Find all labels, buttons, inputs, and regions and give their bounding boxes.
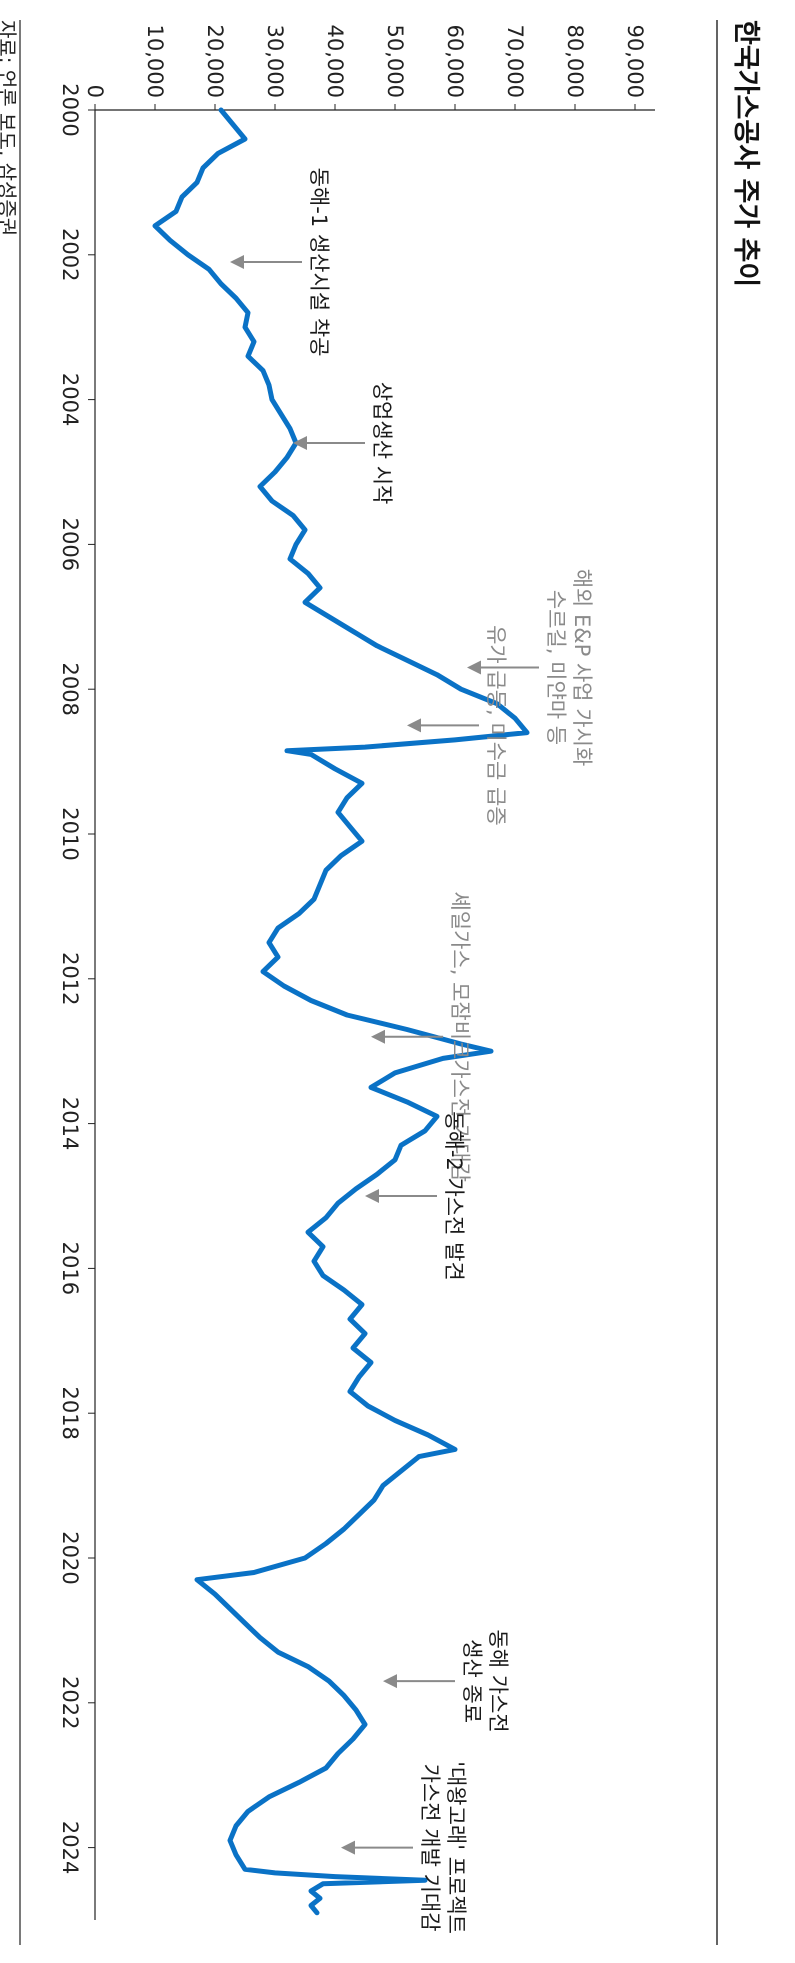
chart-rotated-group: 한국가스공사 주가 추이 0 10,000 20,000 30,000 40,000 50…	[0, 20, 761, 1945]
y-axis: 0 10,000 20,000 30,000 40,000 50,000 60,000 70,…	[83, 25, 647, 110]
chart-title: 한국가스공사 주가 추이	[730, 20, 761, 287]
x-tick-label: 2022	[58, 1676, 82, 1729]
annotation: 동해-1 생산시설 착공	[230, 168, 331, 357]
series-line-stock-price	[152, 107, 530, 1916]
y-tick-label: 70,000	[503, 25, 527, 98]
annotation-arrow-head	[365, 1189, 379, 1203]
annotation: 유가 급등, 미수금 급증	[407, 625, 508, 826]
x-tick-label: 2006	[58, 518, 82, 571]
y-tick-label: 30,000	[263, 25, 287, 98]
y-tick-label: 90,000	[623, 25, 647, 98]
annotation: 셰일가스, 모잠비크가스전 기대감	[371, 891, 472, 1182]
x-tick-label: 2016	[58, 1242, 82, 1295]
x-axis: 2000 2002 2004 2006 2008 2010 2012 2014 2016 2018…	[58, 83, 95, 1874]
y-tick-label: 60,000	[443, 25, 467, 98]
x-tick-label: 2014	[58, 1097, 82, 1150]
x-tick-label: 2002	[58, 228, 82, 281]
x-tick-label: 2000	[58, 83, 82, 136]
x-tick-label: 2012	[58, 952, 82, 1005]
x-tick-label: 2004	[58, 373, 82, 426]
annotation-label: 가스전 개발 기대감	[418, 1764, 442, 1932]
x-tick-label: 2020	[58, 1531, 82, 1584]
annotation-label: 생산 종료	[460, 1639, 484, 1723]
annotation-arrow-head	[341, 1840, 355, 1855]
x-tick-label: 2024	[58, 1821, 82, 1874]
y-tick-label: 10,000	[143, 25, 167, 98]
annotation-arrow-head	[371, 1029, 385, 1044]
y-tick-label: 50,000	[383, 25, 407, 98]
x-tick-label: 2008	[58, 662, 82, 715]
y-tick-label: 20,000	[203, 25, 227, 98]
source-note: 자료: 언론 보도, 삼성증권	[0, 20, 19, 236]
annotation-label: '대왕고래' 프로젝트	[444, 1761, 468, 1934]
annotation-label: 수르길, 미얀마 등	[544, 590, 568, 745]
annotation-label: 해외 E&P 사업 가시화	[570, 569, 594, 767]
annotation-label: 동해-2 가스전 발견	[442, 1111, 466, 1281]
annotation-label: 상업생산 시작	[370, 382, 394, 505]
x-tick-label: 2018	[58, 1386, 82, 1439]
annotation-arrow-head	[407, 718, 421, 733]
annotation-arrow-head	[467, 660, 481, 675]
annotation-arrow-head	[383, 1674, 397, 1689]
annotation-label: 동해 가스전	[486, 1629, 510, 1732]
annotation-label: 셰일가스, 모잠비크가스전 기대감	[448, 891, 472, 1182]
annotation-label: 유가 급등, 미수금 급증	[484, 625, 508, 826]
annotation-arrow-head	[230, 255, 244, 270]
annotation: 동해-2 가스전 발견	[365, 1111, 466, 1281]
y-tick-label: 80,000	[563, 25, 587, 98]
annotation: 상업생산 시작	[293, 382, 394, 505]
y-tick-label: 0	[83, 85, 107, 98]
x-tick-label: 2010	[58, 807, 82, 860]
y-tick-label: 40,000	[323, 25, 347, 98]
annotation-arrow-head	[293, 436, 307, 451]
annotation-label: 동해-1 생산시설 착공	[307, 168, 331, 357]
